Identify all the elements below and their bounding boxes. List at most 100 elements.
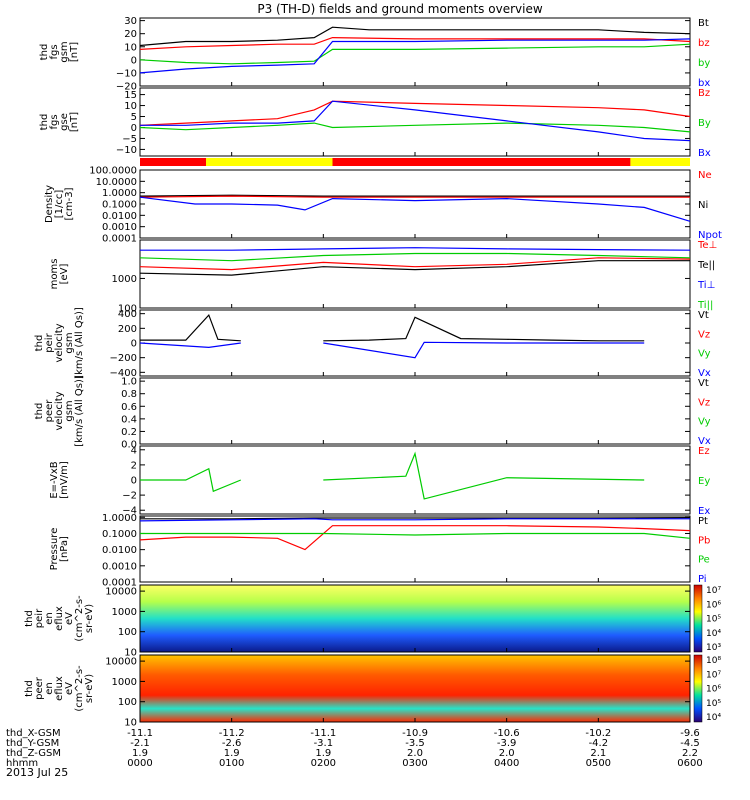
x-row-value: -10.2 [585, 728, 611, 739]
y-tick-label: 10 [124, 101, 137, 112]
y-tick-label: 0 [131, 55, 137, 66]
y-axis-label: (cm^2-s- [74, 665, 85, 712]
colorbar-bar [693, 654, 703, 723]
series-line [140, 313, 241, 342]
legend-entry: bz [698, 38, 710, 49]
x-row-label: thd_Z-GSM [6, 748, 61, 759]
y-axis-label: fgs [49, 114, 60, 129]
legend-entry: Npot [698, 230, 722, 241]
x-row-value: -3.1 [314, 738, 334, 749]
y-axis-label: thd [39, 114, 50, 131]
colorbar-label: 10⁵ [706, 615, 721, 625]
series-line [139, 252, 691, 262]
legend-entry: Pi [698, 574, 707, 585]
x-row-value: 0300 [402, 758, 427, 769]
series-line [139, 100, 691, 126]
y-axis-label: velocity [54, 391, 65, 430]
y-tick-label: 0.4 [121, 414, 137, 425]
legend-entry: Ti|| [697, 300, 713, 311]
x-row-value: 2.0 [407, 748, 423, 759]
y-axis-label: [nT] [69, 112, 80, 132]
x-row-value: -11.1 [310, 728, 336, 739]
y-axis-label: thd [34, 403, 45, 420]
panel-1: 30 20 10 0 −10 −20 thd fgs gsm [nT] Bt bz by bx [39, 16, 710, 92]
y-tick-label: 2 [131, 460, 137, 471]
y-tick-label: 1.0000 [102, 513, 137, 524]
legend-entry: Vx [698, 368, 711, 379]
y-axis-label: peir [44, 332, 55, 352]
colorbar-label: 10³ [706, 643, 721, 653]
x-row-value: 1.9 [224, 748, 240, 759]
y-tick-label: 0.0010 [102, 222, 137, 233]
series-line [140, 516, 691, 520]
mode-bar-segment [332, 158, 631, 166]
y-axis-label: eV [64, 682, 75, 695]
colorbar-label: 10⁴ [706, 629, 721, 639]
colorbar-label: 10⁷ [706, 586, 721, 596]
colorbar-label: 10⁴ [706, 713, 721, 723]
panel-frame [139, 377, 691, 445]
y-tick-label: 10 [124, 648, 137, 659]
y-tick-label: 0.0010 [102, 561, 137, 572]
y-tick-label: −200 [110, 353, 137, 364]
y-axis-label: [eV] [59, 264, 70, 285]
panel-3: 100.000010.00001.00000.10000.01000.00100… [44, 166, 722, 245]
colorbar-label: 10⁶ [706, 685, 721, 695]
y-axis-label: thd [39, 44, 50, 61]
series-line [139, 122, 691, 133]
x-row-value: -9.6 [680, 728, 700, 739]
y-tick-label: 30 [124, 16, 137, 27]
y-axis-label: gse [59, 113, 70, 131]
x-row-value: -2.6 [222, 738, 242, 749]
x-axis-rows: thd_X-GSM -11.1 -11.2 -11.1 -10.9 -10.6 -10.2-… [6, 728, 703, 769]
series-line [323, 451, 645, 500]
legend-entry: Vz [698, 329, 710, 340]
y-axis-label: fgs [49, 44, 60, 59]
y-axis-label: eflux [54, 606, 65, 631]
x-row-label: hhmm [6, 758, 38, 769]
legend-entry: Vz [698, 397, 710, 408]
y-axis-label: [1/cc] [54, 190, 65, 219]
y-axis-label: peer [44, 399, 55, 423]
colorbar-label: 10⁸ [706, 656, 721, 666]
y-tick-label: −10 [116, 68, 137, 79]
y-tick-label: 100 [118, 627, 137, 638]
x-row-value: 0500 [586, 758, 611, 769]
y-axis-label: sr-eV) [84, 674, 95, 703]
x-row-value: -4.2 [589, 738, 609, 749]
series-line [139, 43, 691, 65]
y-tick-label: 10 [124, 42, 137, 53]
y-axis-label: sr-eV) [84, 604, 95, 633]
y-tick-label: 0.1000 [102, 529, 137, 540]
legend-entry: Te⊥ [697, 240, 717, 251]
y-tick-label: 0 [131, 123, 137, 134]
legend-entry: Vy [698, 417, 711, 428]
legend-entry: Ex [698, 506, 710, 517]
plot-title: P3 (TH-D) fields and ground moments over… [257, 2, 542, 16]
x-row-value: 0000 [127, 758, 152, 769]
series-line [139, 195, 690, 198]
y-tick-label: 4 [131, 445, 137, 456]
y-tick-label: 10 [124, 718, 137, 729]
y-axis-label: en [44, 612, 55, 625]
x-row-value: 1.9 [132, 748, 148, 759]
mode-bar-segment [140, 158, 206, 166]
panel-8: 1.0000 0.1000 0.0100 0.0010 0.0001 Pressure [n… [49, 513, 710, 589]
x-row-value: -3.9 [497, 738, 517, 749]
series-line [140, 247, 691, 251]
series-line [139, 525, 691, 551]
panel-10: 10⁸ 10⁷ 10⁶ 10⁵ 10⁴ 10000 1000 100 10 thd peer en ef… [24, 654, 721, 729]
legend-entry: bx [698, 78, 710, 89]
y-tick-label: 15 [124, 90, 137, 101]
y-axis-label: [km/s (All Qs)] [74, 307, 85, 379]
y-tick-label: 1000 [112, 274, 137, 285]
x-row-value: 0600 [677, 758, 702, 769]
y-tick-label: 5 [131, 112, 137, 123]
x-row-value: 0200 [311, 758, 336, 769]
y-tick-label: −10 [116, 145, 137, 156]
y-axis-label: peer [34, 676, 45, 700]
y-tick-label: 10000 [105, 657, 137, 668]
legend-entry: By [698, 118, 711, 129]
y-tick-label: 200 [118, 324, 137, 335]
spectrogram [140, 655, 690, 722]
